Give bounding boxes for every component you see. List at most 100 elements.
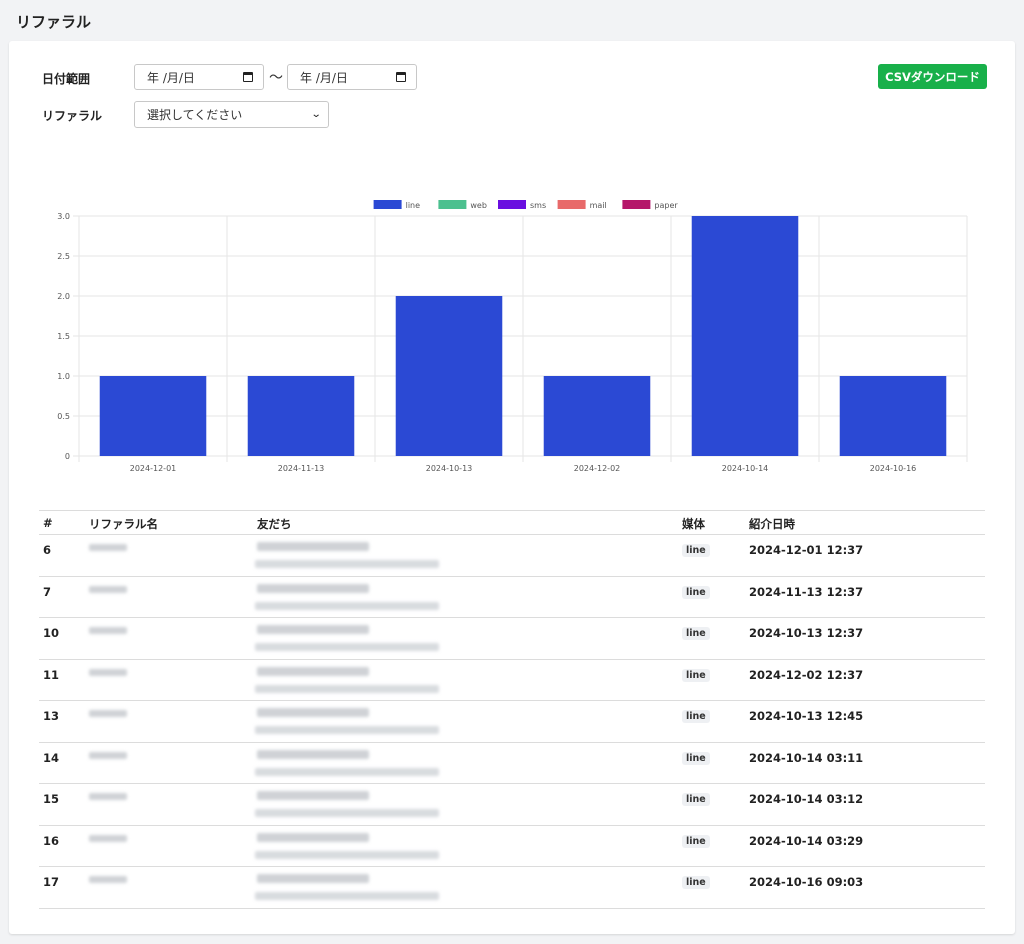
medium-badge: line [682,710,710,723]
medium-badge: line [682,585,710,599]
bar-line [543,376,651,456]
page-title: リファラル [16,13,92,31]
y-tick-label: 3.0 [57,212,70,221]
csv-download-button[interactable]: CSVダウンロード [878,64,987,89]
legend-swatch-paper [622,200,651,209]
table-row: 16 line 2024-10-14 03:29 [39,826,985,867]
header-referral-name: リファラル名 [89,517,158,531]
row-id: 6 [43,543,52,557]
bar-line [395,296,503,456]
date-from-placeholder: 年 /月/日 [147,70,195,85]
row-id: 15 [43,792,60,806]
referral-table: # リファラル名 友だち 媒体 紹介日時 6 line 2024-12-01 12:… [39,510,985,909]
friend-name-redacted [257,708,369,717]
legend-label-sms: sms [530,201,546,210]
row-id: 10 [43,626,60,640]
friend-id-redacted [255,726,439,734]
date-separator: 〜 [269,70,283,86]
header-id: # [43,516,53,530]
referral-select[interactable]: 選択してください ⌄ [134,101,329,128]
x-tick-label: 2024-11-13 [278,464,325,473]
legend-swatch-sms [498,200,526,209]
referral-date: 2024-10-13 12:45 [749,709,864,723]
date-to-placeholder: 年 /月/日 [300,70,348,85]
medium-badge: line [682,544,710,557]
friend-id-redacted [255,809,439,817]
table-row: 15 line 2024-10-14 03:12 [39,784,985,826]
referral-select-value: 選択してください [147,108,243,122]
friend-name-redacted [257,625,369,634]
referral-date: 2024-10-13 12:37 [749,626,864,640]
x-tick-label: 2024-10-16 [870,464,917,473]
friend-id-redacted [255,850,439,859]
referral-name-redacted [89,834,127,842]
friend-name-redacted [257,749,369,759]
bar-line [99,376,207,456]
friend-id-redacted [255,892,439,900]
date-to-input[interactable]: 年 /月/日 [287,64,417,90]
friend-id-redacted [255,601,439,610]
table-row: 14 line 2024-10-14 03:11 [39,743,985,784]
referral-name-redacted [89,710,127,717]
date-from-input[interactable]: 年 /月/日 [134,64,264,90]
legend-label-web: web [470,201,487,210]
table-row: 7 line 2024-11-13 12:37 [39,577,985,618]
legend-label-line: line [406,201,421,210]
row-id: 16 [43,833,60,848]
row-id: 13 [43,709,60,723]
referral-filter-label: リファラル [42,109,103,123]
referral-date: 2024-10-14 03:12 [749,792,864,806]
friend-id-redacted [255,643,439,651]
table-row: 10 line 2024-10-13 12:37 [39,618,985,660]
referral-bar-chart: 0 0.5 1.0 1.5 2.0 2.5 3.0 2024-12-01 2024-11-13 2… [57,200,968,473]
referral-name-redacted [89,751,127,759]
row-id: 7 [43,584,52,599]
legend-label-paper: paper [654,201,678,210]
table-header: # リファラル名 友だち 媒体 紹介日時 [39,510,985,535]
header-friend: 友だち [257,517,292,531]
date-range-label: 日付範囲 [42,72,91,86]
legend-label-mail: mail [590,201,607,210]
row-id: 11 [43,667,60,682]
friend-id-redacted [255,560,439,568]
legend-swatch-line [373,200,402,209]
referral-date: 2024-10-16 09:03 [749,875,864,889]
legend-swatch-web [438,200,467,209]
legend-swatch-mail [557,200,586,209]
medium-badge: line [682,668,710,682]
table-body: 6 line 2024-12-01 12:37 7 line 2024-11-13 12:… [39,535,985,909]
table-row: 11 line 2024-12-02 12:37 [39,660,985,701]
y-tick-label: 1.5 [57,332,70,341]
referral-date: 2024-12-01 12:37 [749,543,864,557]
friend-name-redacted [257,583,369,593]
medium-badge: line [682,793,710,806]
referral-date: 2024-10-14 03:11 [749,750,864,765]
x-tick-label: 2024-12-02 [574,464,621,473]
friend-id-redacted [255,684,439,693]
y-tick-label: 2.5 [57,252,70,261]
medium-badge: line [682,751,710,765]
table-row: 6 line 2024-12-01 12:37 [39,535,985,577]
y-tick-label: 0.5 [57,412,70,421]
row-id: 14 [43,750,60,765]
bar-line [247,376,355,456]
row-id: 17 [43,875,60,889]
referral-card: 日付範囲 年 /月/日 〜 年 /月/日 リファラル 選択してください ⌄ CS… [9,41,1015,934]
calendar-icon[interactable] [396,72,406,82]
x-tick-label: 2024-10-13 [426,464,473,473]
y-tick-label: 2.0 [57,292,70,301]
medium-badge: line [682,876,710,889]
referral-name-redacted [89,876,127,883]
referral-name-redacted [89,668,127,676]
calendar-icon[interactable] [243,72,253,82]
bar-line [691,216,799,456]
referral-date: 2024-12-02 12:37 [749,667,864,682]
x-tick-label: 2024-12-01 [130,464,177,473]
medium-badge: line [682,627,710,640]
friend-name-redacted [257,874,369,883]
chevron-down-icon: ⌄ [310,109,322,120]
medium-badge: line [682,834,710,848]
table-row: 17 line 2024-10-16 09:03 [39,867,985,909]
friend-id-redacted [255,767,439,776]
referral-name-redacted [89,544,127,551]
